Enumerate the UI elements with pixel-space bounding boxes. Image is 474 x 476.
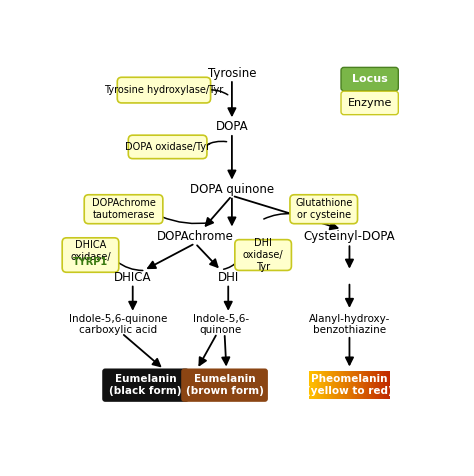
Bar (384, 371, 386, 399)
Text: Enzyme: Enzyme (347, 98, 392, 108)
Bar (340, 371, 342, 399)
Bar (328, 371, 329, 399)
Text: Indole-5,6-quinone
carboxylic acid: Indole-5,6-quinone carboxylic acid (69, 314, 167, 336)
Text: DOPAchrome: DOPAchrome (157, 230, 234, 243)
Text: Eumelanin
(black form): Eumelanin (black form) (109, 374, 182, 396)
Bar (355, 371, 356, 399)
Text: Pheomelanin
(yellow to red): Pheomelanin (yellow to red) (306, 374, 393, 396)
Bar (373, 371, 374, 399)
Bar (343, 371, 345, 399)
Text: TYRP1: TYRP1 (73, 257, 108, 267)
Bar (344, 371, 346, 399)
Bar (356, 371, 358, 399)
FancyBboxPatch shape (235, 239, 292, 270)
FancyBboxPatch shape (341, 91, 398, 115)
Bar (348, 371, 350, 399)
Bar (365, 371, 367, 399)
Bar (360, 371, 362, 399)
Bar (316, 371, 318, 399)
Bar (314, 371, 316, 399)
Bar (347, 371, 348, 399)
Bar (310, 371, 312, 399)
FancyBboxPatch shape (117, 77, 210, 103)
Bar (325, 371, 327, 399)
Bar (389, 371, 390, 399)
Text: DHI: DHI (218, 270, 239, 284)
Text: DOPA quinone: DOPA quinone (190, 183, 274, 196)
Bar (365, 371, 366, 399)
Text: Eumelanin
(brown form): Eumelanin (brown form) (186, 374, 264, 396)
Bar (351, 371, 353, 399)
Bar (352, 371, 354, 399)
Bar (320, 371, 321, 399)
Bar (378, 371, 380, 399)
Bar (322, 371, 324, 399)
FancyBboxPatch shape (181, 368, 268, 402)
Bar (346, 371, 347, 399)
Text: DOPA oxidase/Tyr: DOPA oxidase/Tyr (125, 142, 210, 152)
Text: DHICA
oxidase/: DHICA oxidase/ (70, 240, 111, 262)
Bar (349, 371, 351, 399)
Bar (359, 371, 361, 399)
Bar (319, 371, 320, 399)
Bar (337, 371, 339, 399)
FancyBboxPatch shape (290, 195, 357, 224)
Bar (379, 371, 381, 399)
Bar (382, 371, 383, 399)
Text: Tyrosine: Tyrosine (208, 67, 256, 80)
Bar (381, 371, 382, 399)
FancyBboxPatch shape (102, 368, 189, 402)
Bar (374, 371, 375, 399)
Bar (330, 371, 332, 399)
Text: Glutathione
or cysteine: Glutathione or cysteine (295, 198, 353, 220)
Text: DHI
oxidase/
Tyr: DHI oxidase/ Tyr (243, 238, 283, 272)
Bar (367, 371, 369, 399)
Bar (362, 371, 363, 399)
Text: Indole-5,6-
quinone: Indole-5,6- quinone (193, 314, 249, 336)
Bar (321, 371, 323, 399)
Bar (309, 371, 311, 399)
Bar (357, 371, 359, 399)
Text: DHICA: DHICA (114, 270, 152, 284)
Text: Locus: Locus (352, 74, 388, 84)
Bar (313, 371, 315, 399)
Bar (387, 371, 389, 399)
FancyBboxPatch shape (84, 195, 163, 224)
Bar (335, 371, 337, 399)
Bar (329, 371, 331, 399)
Bar (383, 371, 385, 399)
Bar (371, 371, 373, 399)
Bar (341, 371, 343, 399)
FancyBboxPatch shape (128, 135, 207, 159)
Bar (339, 371, 340, 399)
Bar (375, 371, 377, 399)
Bar (312, 371, 313, 399)
FancyBboxPatch shape (341, 68, 398, 91)
FancyBboxPatch shape (62, 238, 119, 272)
Bar (336, 371, 337, 399)
Bar (333, 371, 335, 399)
Bar (370, 371, 371, 399)
Bar (354, 371, 355, 399)
Bar (376, 371, 378, 399)
Bar (317, 371, 319, 399)
Text: Alanyl-hydroxy-
benzothiazine: Alanyl-hydroxy- benzothiazine (309, 314, 390, 336)
Text: DOPAchrome
tautomerase: DOPAchrome tautomerase (91, 198, 155, 220)
Bar (324, 371, 326, 399)
Bar (327, 371, 328, 399)
Text: Cysteinyl-DOPA: Cysteinyl-DOPA (304, 230, 395, 243)
Bar (332, 371, 334, 399)
Text: Tyrosine hydroxylase/Tyr: Tyrosine hydroxylase/Tyr (104, 85, 224, 95)
Text: DOPA: DOPA (216, 120, 248, 133)
Bar (386, 371, 388, 399)
Bar (368, 371, 370, 399)
Bar (363, 371, 365, 399)
